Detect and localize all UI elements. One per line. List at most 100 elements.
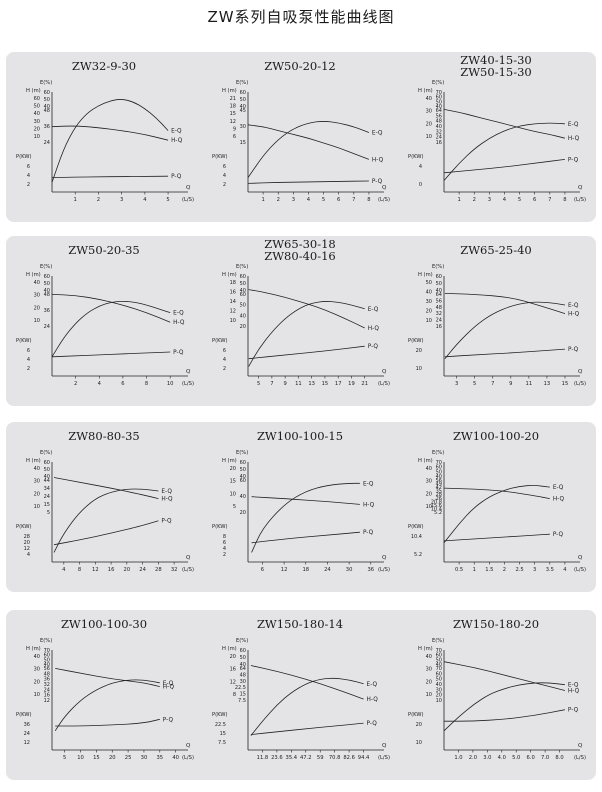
head-tick-label: 16	[230, 667, 236, 673]
chart-title: ZW50-15-30	[460, 65, 532, 79]
scale-tick-label: 44	[44, 478, 50, 484]
chart-panel-row-4: ZW100-100-30 5 10 15 20 25 30 35 40 Q (L/S) E(%) H (…	[6, 610, 596, 780]
series-line-p-q	[444, 709, 565, 722]
head-tick-label: 20	[426, 491, 432, 497]
series-line-e-q	[53, 488, 159, 553]
scale-tick-label: 15.6	[431, 503, 442, 509]
efficiency-tick-label: 40	[44, 288, 50, 294]
scale-tick-label: 35	[436, 489, 442, 495]
power-axis-label: P(KW)	[408, 338, 424, 344]
x-tick-label: 15	[93, 755, 100, 761]
series-label: P-Q	[173, 350, 184, 356]
series-line-h-q	[251, 496, 360, 505]
chart-title: ZW80-40-16	[264, 249, 336, 263]
x-tick-label: 19	[348, 381, 355, 387]
x-tick-label: 6	[337, 197, 340, 203]
x-tick-label: 2.5	[515, 567, 523, 573]
x-tick-label: 2	[277, 197, 280, 203]
series-line-p-q	[250, 722, 364, 735]
efficiency-tick-label: 50	[436, 469, 442, 475]
head-tick-label: 30	[34, 119, 40, 125]
head-axis-label: H (m)	[26, 458, 41, 464]
x-tick-label: 59	[317, 755, 324, 761]
x-tick-label: 11	[295, 381, 302, 387]
series-line-h-q	[51, 294, 171, 323]
page-title: ZW系列自吸泵性能曲线图	[207, 8, 395, 26]
x-axis-unit: (L/S)	[182, 381, 194, 387]
power-tick-label: 8	[223, 534, 226, 540]
pump-curve-chart: ZW150-180-20 1.0 2.0 3.0 4.0 5.0 6.0 7.0 8.0 Q (L/…	[398, 610, 594, 780]
head-tick-label: 10	[34, 692, 40, 698]
x-tick-label: 8	[78, 567, 81, 573]
x-tick-label: 1	[74, 197, 77, 203]
series-label: H-Q	[568, 312, 580, 318]
efficiency-axis-label: E(%)	[432, 264, 444, 270]
scale-tick-label: 20	[240, 324, 246, 330]
series-line-p-q	[444, 348, 566, 358]
head-tick-label: 14	[230, 299, 236, 305]
head-tick-label: 60	[34, 96, 40, 102]
power-tick-label: 12	[24, 546, 30, 552]
pump-curve-chart: ZW65-30-18 ZW80-40-16 5 7 9 11 13 15 17 19 21 Q (L/S…	[202, 236, 398, 406]
head-tick-label: 20	[34, 305, 40, 311]
series-line-h-q	[248, 289, 365, 329]
power-axis-label: P(KW)	[212, 154, 228, 160]
series-line-e-q	[247, 121, 370, 178]
efficiency-tick-label: 70	[44, 648, 50, 654]
efficiency-tick-label: 60	[44, 90, 50, 96]
efficiency-tick-label: 40	[44, 474, 50, 480]
x-tick-label: 5	[518, 197, 521, 203]
x-tick-label: 5	[257, 381, 260, 387]
scale-tick-label: 50	[240, 303, 246, 309]
efficiency-axis-label: E(%)	[40, 264, 52, 270]
head-tick-label: 12	[230, 679, 236, 685]
x-tick-label: 7	[270, 381, 273, 387]
scale-tick-label: 56	[436, 478, 442, 484]
series-label: H-Q	[568, 136, 580, 142]
x-tick-label: 1	[473, 567, 476, 573]
efficiency-tick-label: 70	[436, 460, 442, 466]
head-tick-label: 20	[230, 466, 236, 472]
x-tick-label: 1.5	[485, 567, 493, 573]
scale-tick-label: 64	[436, 292, 442, 298]
efficiency-tick-label: 60	[240, 460, 246, 466]
power-tick-label: 12	[24, 740, 30, 746]
x-axis-unit: (L/S)	[378, 567, 390, 573]
series-label: P-Q	[368, 344, 379, 350]
scale-tick-label: 10	[436, 698, 442, 704]
series-line-e-q	[248, 301, 365, 367]
chart-svg: 11.8 23.6 35.4 47.2 59 70.8 82.6 94.4 Q (L/S) E(%)…	[212, 638, 390, 761]
x-tick-label: 7	[548, 197, 551, 203]
efficiency-tick-label: 50	[44, 97, 50, 103]
power-tick-label: 7.5	[218, 740, 226, 746]
pump-curve-chart: ZW100-100-15 6 12 18 24 30 36 Q (L/S) E(%) H (m) P(…	[202, 422, 398, 592]
x-axis-label: Q	[578, 369, 583, 375]
chart-svg: 1 2 3 4 5Q(L/S)E(%)H (m)P(KW)605040605040302…	[16, 80, 194, 203]
scale-tick-label: 48	[44, 108, 50, 114]
x-tick-label: 5	[63, 755, 66, 761]
head-axis-label: H (m)	[418, 88, 433, 94]
chart-title: ZW150-180-20	[452, 617, 540, 631]
pump-curve-chart: ZW100-100-20 0.5 1 1.5 2 2.5 3 3.5 4 Q (L/S) E(%) H …	[398, 422, 594, 592]
power-tick-label: 4	[223, 357, 226, 363]
x-tick-label: 7	[491, 381, 494, 387]
efficiency-tick-label: 50	[44, 657, 50, 663]
efficiency-tick-label: 60	[240, 274, 246, 280]
series-line-p-q	[55, 718, 160, 727]
efficiency-tick-label: 60	[44, 274, 50, 280]
scale-tick-label: 32	[44, 682, 50, 688]
scale-tick-label: 32	[436, 311, 442, 317]
scale-tick-label: 30	[436, 687, 442, 693]
scale-tick-label: 60	[240, 478, 246, 484]
power-tick-label: 6	[27, 164, 30, 170]
series-label: P-Q	[171, 174, 182, 180]
power-tick-label: 2	[223, 366, 226, 372]
x-tick-label: 15	[562, 381, 569, 387]
power-axis-label: P(KW)	[408, 712, 424, 718]
scale-tick-label: 24	[44, 324, 50, 330]
chart-svg: 5 7 9 11 13 15 17 19 21Q(L/S)E(%)H (m)P(KW)60504…	[212, 264, 390, 387]
x-tick-label: 13	[308, 381, 315, 387]
power-tick-label: 4	[223, 173, 226, 179]
series-label: E-Q	[367, 682, 378, 688]
x-axis-unit: (L/S)	[182, 567, 194, 573]
